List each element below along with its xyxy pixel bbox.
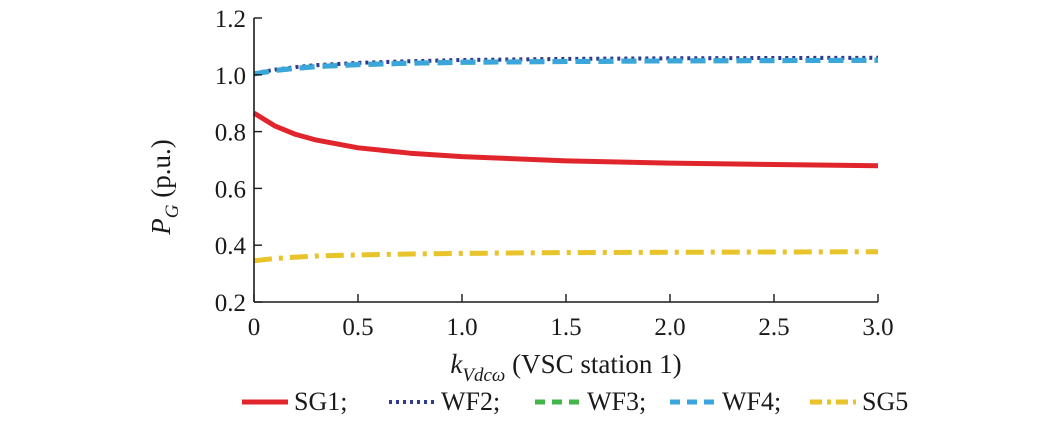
x-axis-label: kVdcω (VSC station 1) [450, 349, 681, 386]
y-tick-label: 1.2 [215, 6, 246, 33]
series-line-wf4 [253, 57, 879, 77]
x-tick-label: 3.0 [862, 314, 893, 341]
x-tick-label: 0.5 [342, 314, 373, 341]
legend-label-wf2: WF2; [441, 387, 500, 416]
axes-layer [253, 17, 879, 303]
legend: SG1; WF2; WF3; WF4; SG5 [242, 387, 908, 416]
x-tick-label: 0 [248, 314, 261, 341]
legend-label-sg5: SG5 [862, 387, 908, 416]
legend-label-sg1: SG1; [294, 387, 347, 416]
x-tick-label: 1.5 [550, 314, 581, 341]
y-axis-label: PG (p.u.) [146, 139, 183, 235]
legend-label-wf3: WF3; [587, 387, 646, 416]
tick-labels: 0 0.5 1.0 1.5 2.0 2.5 3.0 0.2 0.4 0.6 0.8 1.0 1.2 [215, 6, 894, 341]
x-tick-label: 2.5 [758, 314, 789, 341]
x-tick-label: 1.0 [446, 314, 477, 341]
y-tick-label: 0.6 [215, 176, 246, 203]
y-tick-label: 1.0 [215, 63, 246, 90]
series-line-sg5 [253, 249, 879, 264]
series-layer [252, 55, 879, 264]
x-tick-label: 2.0 [654, 314, 685, 341]
y-tick-label: 0.4 [215, 233, 247, 260]
y-tick-label: 0.2 [215, 290, 246, 317]
legend-label-wf4: WF4; [722, 387, 781, 416]
y-tick-label: 0.8 [215, 120, 246, 147]
series-line-sg1 [252, 110, 879, 169]
